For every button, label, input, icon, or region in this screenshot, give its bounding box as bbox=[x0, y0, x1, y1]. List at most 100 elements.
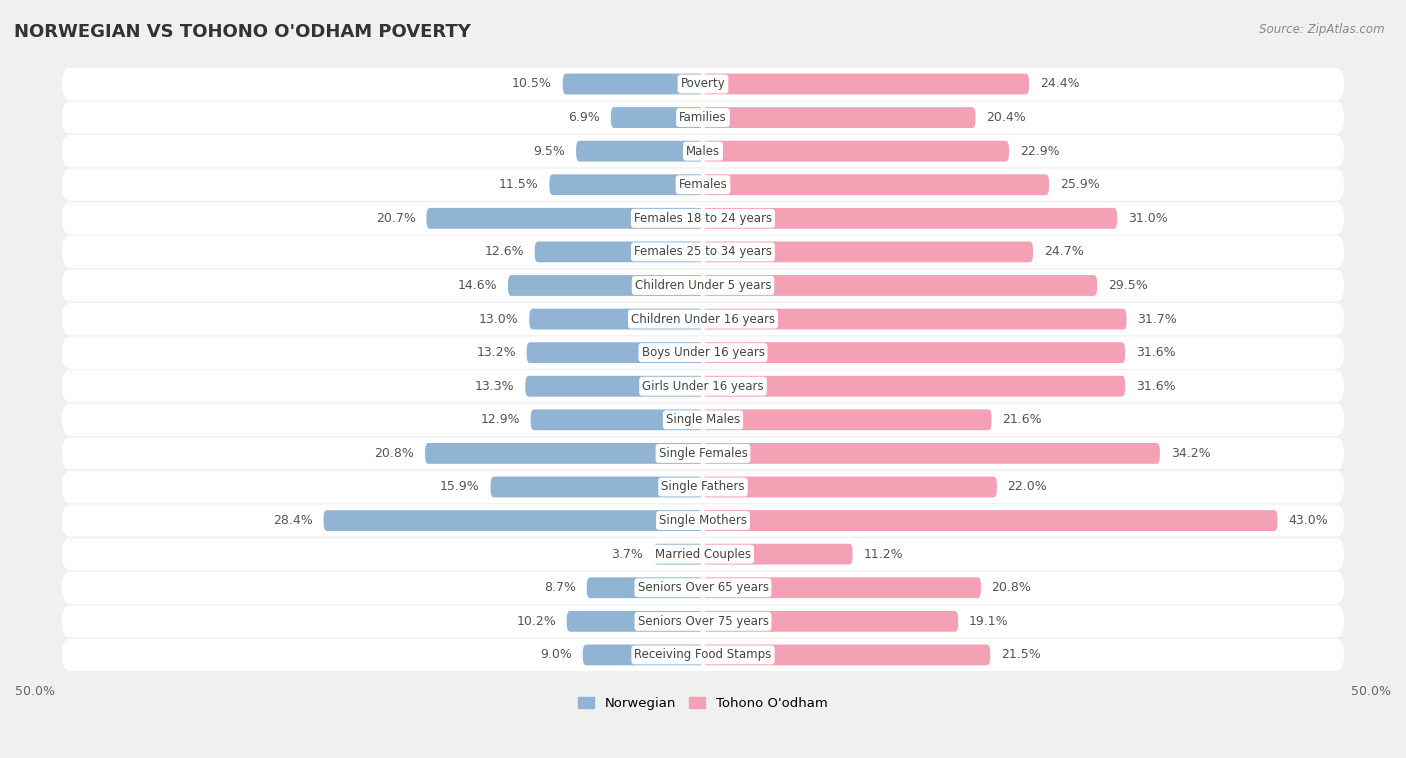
FancyBboxPatch shape bbox=[703, 343, 1125, 363]
Text: 43.0%: 43.0% bbox=[1288, 514, 1327, 527]
Text: Single Fathers: Single Fathers bbox=[661, 481, 745, 493]
FancyBboxPatch shape bbox=[703, 141, 1010, 161]
Text: 25.9%: 25.9% bbox=[1060, 178, 1099, 191]
Text: 13.3%: 13.3% bbox=[475, 380, 515, 393]
Text: 34.2%: 34.2% bbox=[1171, 447, 1211, 460]
FancyBboxPatch shape bbox=[62, 437, 1344, 469]
Text: Boys Under 16 years: Boys Under 16 years bbox=[641, 346, 765, 359]
FancyBboxPatch shape bbox=[703, 174, 1049, 195]
Text: Poverty: Poverty bbox=[681, 77, 725, 90]
Text: 13.0%: 13.0% bbox=[479, 312, 519, 326]
FancyBboxPatch shape bbox=[562, 74, 703, 95]
FancyBboxPatch shape bbox=[62, 471, 1344, 503]
Text: 11.5%: 11.5% bbox=[499, 178, 538, 191]
Text: Females: Females bbox=[679, 178, 727, 191]
FancyBboxPatch shape bbox=[62, 370, 1344, 402]
Text: 9.5%: 9.5% bbox=[533, 145, 565, 158]
FancyBboxPatch shape bbox=[62, 337, 1344, 369]
FancyBboxPatch shape bbox=[550, 174, 703, 195]
Text: Seniors Over 75 years: Seniors Over 75 years bbox=[637, 615, 769, 628]
FancyBboxPatch shape bbox=[62, 68, 1344, 100]
FancyBboxPatch shape bbox=[526, 376, 703, 396]
Text: 13.2%: 13.2% bbox=[477, 346, 516, 359]
FancyBboxPatch shape bbox=[62, 605, 1344, 637]
Text: Seniors Over 65 years: Seniors Over 65 years bbox=[637, 581, 769, 594]
FancyBboxPatch shape bbox=[703, 242, 1033, 262]
FancyBboxPatch shape bbox=[703, 309, 1126, 330]
Text: 14.6%: 14.6% bbox=[457, 279, 498, 292]
Text: 19.1%: 19.1% bbox=[969, 615, 1008, 628]
Text: 31.7%: 31.7% bbox=[1137, 312, 1177, 326]
Text: Married Couples: Married Couples bbox=[655, 548, 751, 561]
Text: 24.4%: 24.4% bbox=[1039, 77, 1080, 90]
FancyBboxPatch shape bbox=[426, 208, 703, 229]
FancyBboxPatch shape bbox=[529, 309, 703, 330]
Text: Families: Families bbox=[679, 111, 727, 124]
Text: 29.5%: 29.5% bbox=[1108, 279, 1147, 292]
Text: Females 18 to 24 years: Females 18 to 24 years bbox=[634, 211, 772, 225]
FancyBboxPatch shape bbox=[62, 639, 1344, 671]
FancyBboxPatch shape bbox=[703, 208, 1118, 229]
Text: Source: ZipAtlas.com: Source: ZipAtlas.com bbox=[1260, 23, 1385, 36]
FancyBboxPatch shape bbox=[491, 477, 703, 497]
FancyBboxPatch shape bbox=[62, 572, 1344, 604]
FancyBboxPatch shape bbox=[582, 644, 703, 666]
FancyBboxPatch shape bbox=[610, 107, 703, 128]
Text: 20.7%: 20.7% bbox=[375, 211, 416, 225]
FancyBboxPatch shape bbox=[425, 443, 703, 464]
FancyBboxPatch shape bbox=[567, 611, 703, 631]
Text: 20.8%: 20.8% bbox=[991, 581, 1032, 594]
Text: Males: Males bbox=[686, 145, 720, 158]
Text: 21.5%: 21.5% bbox=[1001, 648, 1040, 662]
Text: 28.4%: 28.4% bbox=[273, 514, 314, 527]
Text: Children Under 5 years: Children Under 5 years bbox=[634, 279, 772, 292]
Text: 6.9%: 6.9% bbox=[568, 111, 600, 124]
Text: 20.8%: 20.8% bbox=[374, 447, 415, 460]
FancyBboxPatch shape bbox=[586, 578, 703, 598]
Text: 20.4%: 20.4% bbox=[986, 111, 1026, 124]
FancyBboxPatch shape bbox=[703, 275, 1097, 296]
Text: 10.5%: 10.5% bbox=[512, 77, 553, 90]
Text: Girls Under 16 years: Girls Under 16 years bbox=[643, 380, 763, 393]
FancyBboxPatch shape bbox=[62, 236, 1344, 268]
FancyBboxPatch shape bbox=[703, 409, 991, 431]
FancyBboxPatch shape bbox=[62, 269, 1344, 302]
Text: 22.0%: 22.0% bbox=[1008, 481, 1047, 493]
Text: 10.2%: 10.2% bbox=[516, 615, 555, 628]
FancyBboxPatch shape bbox=[62, 303, 1344, 335]
FancyBboxPatch shape bbox=[62, 102, 1344, 133]
FancyBboxPatch shape bbox=[703, 578, 981, 598]
FancyBboxPatch shape bbox=[323, 510, 703, 531]
FancyBboxPatch shape bbox=[703, 443, 1160, 464]
FancyBboxPatch shape bbox=[62, 404, 1344, 436]
FancyBboxPatch shape bbox=[703, 611, 957, 631]
FancyBboxPatch shape bbox=[62, 538, 1344, 570]
FancyBboxPatch shape bbox=[508, 275, 703, 296]
FancyBboxPatch shape bbox=[703, 107, 976, 128]
Text: Single Mothers: Single Mothers bbox=[659, 514, 747, 527]
Text: Children Under 16 years: Children Under 16 years bbox=[631, 312, 775, 326]
Text: 31.6%: 31.6% bbox=[1136, 380, 1175, 393]
FancyBboxPatch shape bbox=[530, 409, 703, 431]
Text: 8.7%: 8.7% bbox=[544, 581, 576, 594]
FancyBboxPatch shape bbox=[62, 505, 1344, 537]
FancyBboxPatch shape bbox=[62, 135, 1344, 168]
Text: 15.9%: 15.9% bbox=[440, 481, 479, 493]
FancyBboxPatch shape bbox=[576, 141, 703, 161]
Text: NORWEGIAN VS TOHONO O'ODHAM POVERTY: NORWEGIAN VS TOHONO O'ODHAM POVERTY bbox=[14, 23, 471, 41]
FancyBboxPatch shape bbox=[703, 510, 1278, 531]
FancyBboxPatch shape bbox=[62, 168, 1344, 201]
FancyBboxPatch shape bbox=[703, 644, 990, 666]
Legend: Norwegian, Tohono O'odham: Norwegian, Tohono O'odham bbox=[574, 691, 832, 715]
Text: 22.9%: 22.9% bbox=[1019, 145, 1059, 158]
FancyBboxPatch shape bbox=[703, 74, 1029, 95]
Text: Single Females: Single Females bbox=[658, 447, 748, 460]
Text: 31.0%: 31.0% bbox=[1128, 211, 1167, 225]
FancyBboxPatch shape bbox=[703, 376, 1125, 396]
Text: 12.9%: 12.9% bbox=[481, 413, 520, 426]
FancyBboxPatch shape bbox=[703, 543, 852, 565]
Text: Females 25 to 34 years: Females 25 to 34 years bbox=[634, 246, 772, 258]
Text: 31.6%: 31.6% bbox=[1136, 346, 1175, 359]
FancyBboxPatch shape bbox=[534, 242, 703, 262]
Text: 11.2%: 11.2% bbox=[863, 548, 903, 561]
